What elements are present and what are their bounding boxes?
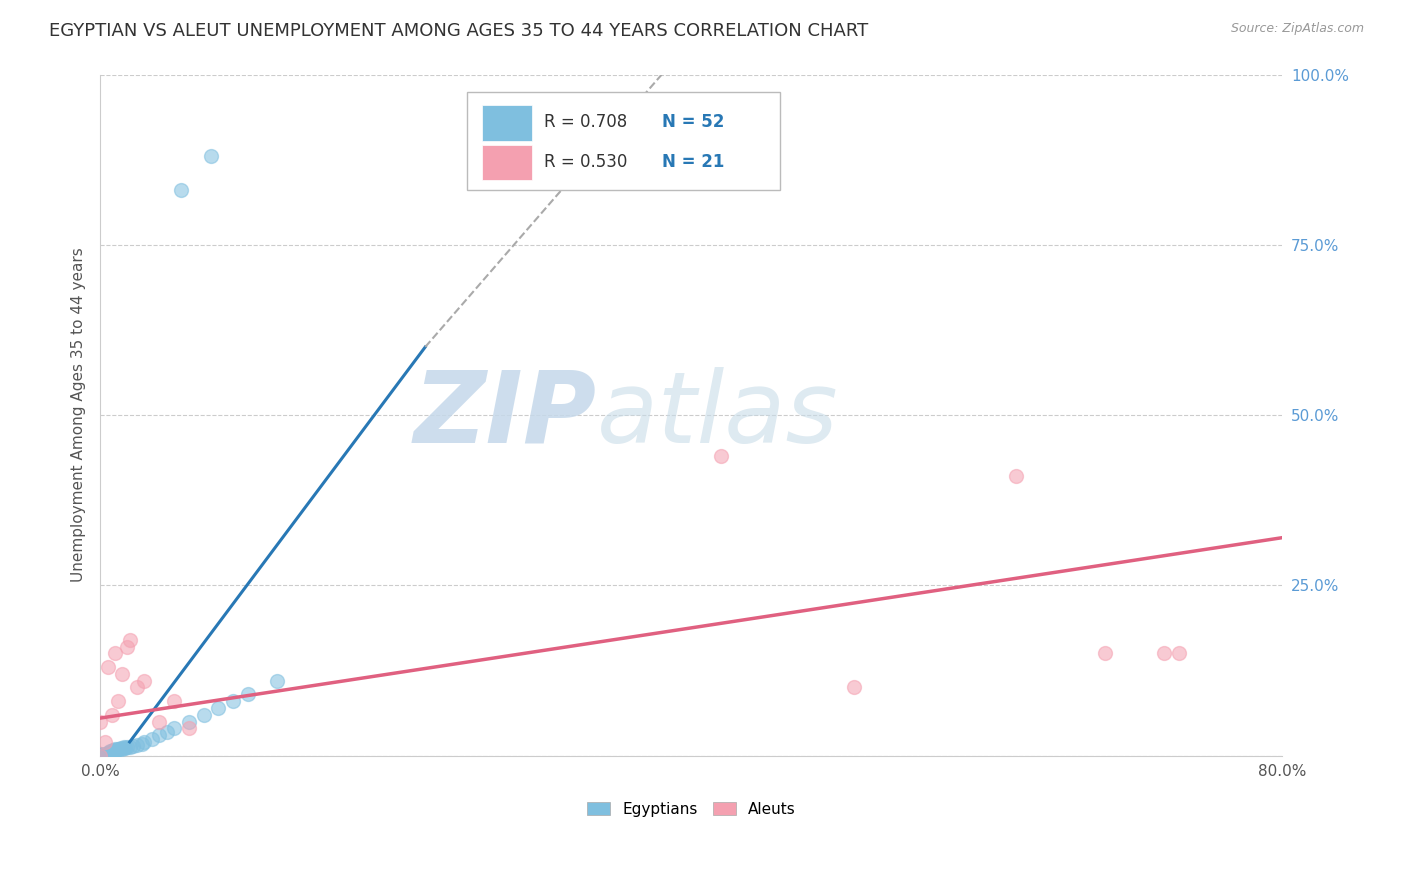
Point [89,748,111,763]
FancyBboxPatch shape [467,92,780,190]
Point [118,740,141,755]
Point [177,722,200,736]
Point [104,647,127,661]
Point [89,748,111,763]
Point [89,748,111,763]
Point [110,741,132,756]
Point [163,694,186,708]
Point [96,746,118,760]
Point [112,740,135,755]
Point [1005,469,1028,483]
Point [105,743,128,757]
Point [98,745,121,759]
Point [134,735,156,749]
Point [207,701,229,715]
Text: Source: ZipAtlas.com: Source: ZipAtlas.com [1230,22,1364,36]
Point [91,748,114,763]
Point [89,747,111,762]
Point [108,742,131,756]
Point [236,687,259,701]
Point [177,714,200,729]
FancyBboxPatch shape [482,145,531,180]
Point [100,744,122,758]
Point [121,739,143,753]
Point [1094,647,1116,661]
Point [131,737,153,751]
Point [93,735,115,749]
Point [96,747,118,762]
Point [148,714,170,729]
Point [89,747,111,761]
Text: R = 0.530: R = 0.530 [544,153,627,171]
Point [1168,647,1191,661]
Point [107,694,129,708]
Point [170,183,193,197]
Point [156,724,179,739]
Point [89,748,111,763]
Point [222,694,245,708]
Point [118,632,141,647]
Point [104,742,127,756]
Point [115,640,138,654]
Point [134,673,156,688]
Point [114,741,136,756]
Point [89,748,111,763]
Point [104,744,127,758]
Point [101,707,124,722]
Point [89,748,111,763]
Legend: Egyptians, Aleuts: Egyptians, Aleuts [581,796,801,822]
Y-axis label: Unemployment Among Ages 35 to 44 years: Unemployment Among Ages 35 to 44 years [72,248,86,582]
Point [266,673,288,688]
Point [96,660,118,674]
Point [100,746,122,760]
Point [89,747,111,762]
Point [200,149,222,163]
Point [107,741,129,756]
Point [93,747,115,762]
Point [101,744,124,758]
Point [98,747,121,761]
Point [93,747,115,762]
Point [94,747,117,761]
Point [1153,647,1175,661]
Point [89,714,111,729]
Point [94,747,117,762]
Point [842,681,865,695]
Point [103,744,125,758]
FancyBboxPatch shape [482,105,531,141]
Point [125,681,148,695]
Point [163,722,186,736]
Point [103,743,125,757]
Text: N = 21: N = 21 [662,153,724,171]
Point [148,728,170,742]
Point [193,707,215,722]
Point [89,748,111,763]
Point [125,739,148,753]
Point [710,449,733,463]
Point [141,731,163,746]
Text: R = 0.708: R = 0.708 [544,112,627,130]
Text: atlas: atlas [596,367,838,464]
Point [101,745,124,759]
Text: N = 52: N = 52 [662,112,724,130]
Point [111,666,134,681]
Text: EGYPTIAN VS ALEUT UNEMPLOYMENT AMONG AGES 35 TO 44 YEARS CORRELATION CHART: EGYPTIAN VS ALEUT UNEMPLOYMENT AMONG AGE… [49,22,869,40]
Point [89,748,111,763]
Text: ZIP: ZIP [413,367,596,464]
Point [111,741,134,756]
Point [115,739,138,754]
